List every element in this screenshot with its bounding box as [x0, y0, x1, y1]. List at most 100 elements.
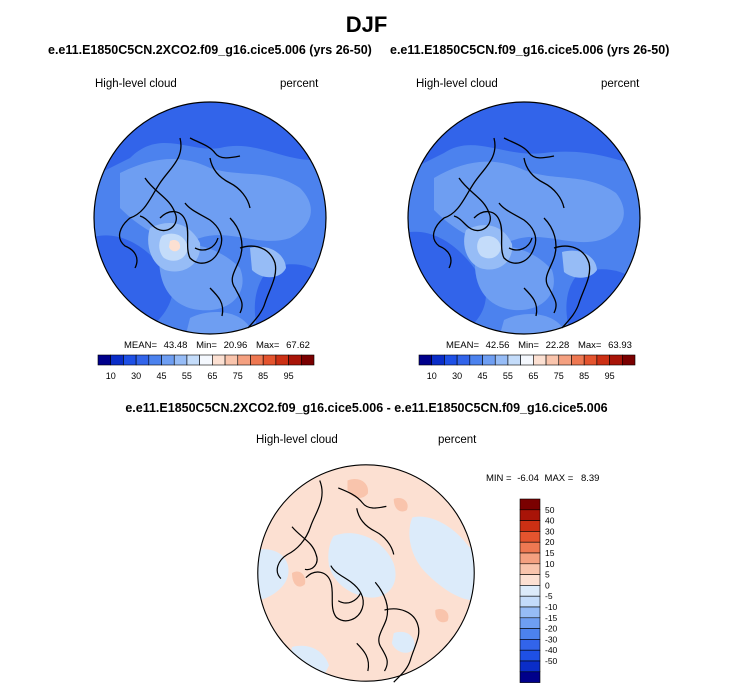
colorbar-swatch — [300, 354, 315, 366]
colorbar-tick-label: 5 — [545, 570, 550, 580]
colorbar-swatch — [609, 354, 623, 366]
colorbar-tick-label: 50 — [545, 505, 555, 515]
colorbar-swatch — [519, 649, 541, 662]
figure-title: DJF — [345, 12, 388, 37]
panel-2-mean-label: MEAN= — [446, 340, 479, 351]
colorbar-swatch — [262, 354, 277, 366]
difference-max-label: MAX = — [544, 473, 574, 484]
colorbar-swatch — [519, 552, 541, 565]
colorbar-swatch — [519, 606, 541, 619]
panel-2-mean-value: 42.56 — [485, 340, 510, 351]
colorbar-tick-label: 10 — [545, 559, 555, 569]
panel-1-mean-label: MEAN= — [124, 340, 157, 351]
colorbar-tick-label: 45 — [478, 371, 488, 381]
difference-max-value: 8.39 — [580, 473, 600, 484]
panel-2-min-label: Min= — [518, 340, 539, 351]
colorbar-tick-label: -40 — [545, 645, 558, 655]
colorbar-tick-label: -10 — [545, 602, 558, 612]
colorbar-swatch — [583, 354, 598, 366]
colorbar-tick-label: -30 — [545, 634, 558, 644]
colorbar-swatch — [288, 354, 302, 366]
colorbar-tick-label: 0 — [545, 580, 550, 590]
colorbar-swatch — [97, 354, 112, 366]
colorbar-swatch — [519, 498, 541, 511]
colorbar-tick-label: 10 — [427, 371, 437, 381]
panel-1-stats: MEAN= 43.48 Min= 20.96 Max= 67.62 — [124, 340, 310, 351]
colorbar-tick-label: 75 — [233, 371, 243, 381]
colorbar-swatch — [519, 563, 541, 575]
colorbar-tick-label: 95 — [284, 371, 294, 381]
colorbar-swatch — [161, 354, 175, 366]
colorbar-tick-label: 10 — [106, 371, 116, 381]
panel-1-min-value: 20.96 — [223, 340, 248, 351]
colorbar-swatch — [545, 354, 560, 366]
colorbar-tick-label: 30 — [545, 526, 555, 536]
colorbar-swatch — [507, 354, 521, 366]
panel-2-stats: MEAN= 42.56 Min= 22.28 Max= 63.93 — [446, 340, 632, 351]
colorbar-swatch — [110, 354, 124, 366]
colorbar-swatch — [519, 617, 541, 629]
colorbar-swatch — [469, 354, 483, 366]
colorbar-swatch — [199, 354, 213, 366]
panel-1-colorbar: 10 30 45 55 65 75 85 95 — [97, 354, 315, 381]
difference-polar-map — [257, 464, 475, 683]
difference-units-label: percent — [438, 434, 477, 446]
panel-1-max-label: Max= — [255, 340, 280, 351]
colorbar-swatch — [519, 541, 541, 554]
colorbar-swatch — [596, 354, 610, 366]
colorbar-swatch — [519, 574, 541, 586]
colorbar-swatch — [482, 354, 496, 366]
colorbar-swatch — [519, 660, 541, 673]
panel-2-max-label: Max= — [577, 340, 602, 351]
colorbar-swatch — [123, 354, 137, 366]
colorbar-swatch — [135, 354, 150, 366]
colorbar-swatch — [519, 585, 541, 597]
colorbar-swatch — [418, 354, 433, 366]
difference-min-value: -6.04 — [517, 473, 539, 484]
colorbar-swatch — [621, 354, 636, 366]
colorbar-tick-label: 45 — [157, 371, 167, 381]
panel-2-run-title: e.e11.E1850C5CN.f09_g16.cice5.006 (yrs 2… — [390, 43, 670, 57]
colorbar-swatch — [224, 354, 239, 366]
colorbar-tick-label: -50 — [545, 656, 558, 666]
colorbar-tick-label: 95 — [605, 371, 615, 381]
colorbar-swatch — [456, 354, 471, 366]
colorbar-swatch — [519, 639, 541, 651]
colorbar-tick-label: 85 — [579, 371, 589, 381]
colorbar-swatch — [237, 354, 251, 366]
panel-1-min-label: Min= — [196, 340, 217, 351]
colorbar-swatch — [275, 354, 289, 366]
colorbar-swatch — [533, 354, 547, 366]
panel-2-colorbar: 10 30 45 55 65 75 85 95 — [418, 354, 636, 381]
panel-1-mean-value: 43.48 — [163, 340, 188, 351]
colorbar-tick-label: 65 — [528, 371, 538, 381]
panel-1-run-title: e.e11.E1850C5CN.2XCO2.f09_g16.cice5.006 … — [48, 43, 372, 57]
colorbar-swatch — [571, 354, 585, 366]
colorbar-swatch — [173, 354, 188, 366]
colorbar-swatch — [519, 520, 541, 532]
colorbar-tick-label: -15 — [545, 613, 558, 623]
colorbar-swatch — [520, 354, 534, 366]
colorbar-tick-label: 85 — [258, 371, 268, 381]
panel-2-max-value: 63.93 — [608, 340, 632, 351]
colorbar-tick-label: 20 — [545, 537, 555, 547]
colorbar-tick-label: 75 — [554, 371, 564, 381]
panel-2-polar-map — [407, 101, 641, 335]
panel-1-polar-map — [93, 101, 327, 335]
colorbar-tick-label: 55 — [503, 371, 513, 381]
colorbar-swatch — [431, 354, 445, 366]
colorbar-swatch — [148, 354, 162, 366]
panel-2-min-value: 22.28 — [545, 340, 570, 351]
panel-1-max-value: 67.62 — [286, 340, 310, 351]
colorbar-swatch — [444, 354, 458, 366]
panel-2-units-label: percent — [601, 78, 640, 90]
colorbar-swatch — [494, 354, 509, 366]
colorbar-tick-label: -20 — [545, 624, 558, 634]
colorbar-swatch — [558, 354, 572, 366]
colorbar-swatch — [519, 628, 541, 640]
colorbar-tick-label: 55 — [182, 371, 192, 381]
difference-stats: MIN = -6.04 MAX = 8.39 — [486, 473, 599, 484]
colorbar-swatch — [519, 509, 541, 521]
panel-1-units-label: percent — [280, 78, 319, 90]
